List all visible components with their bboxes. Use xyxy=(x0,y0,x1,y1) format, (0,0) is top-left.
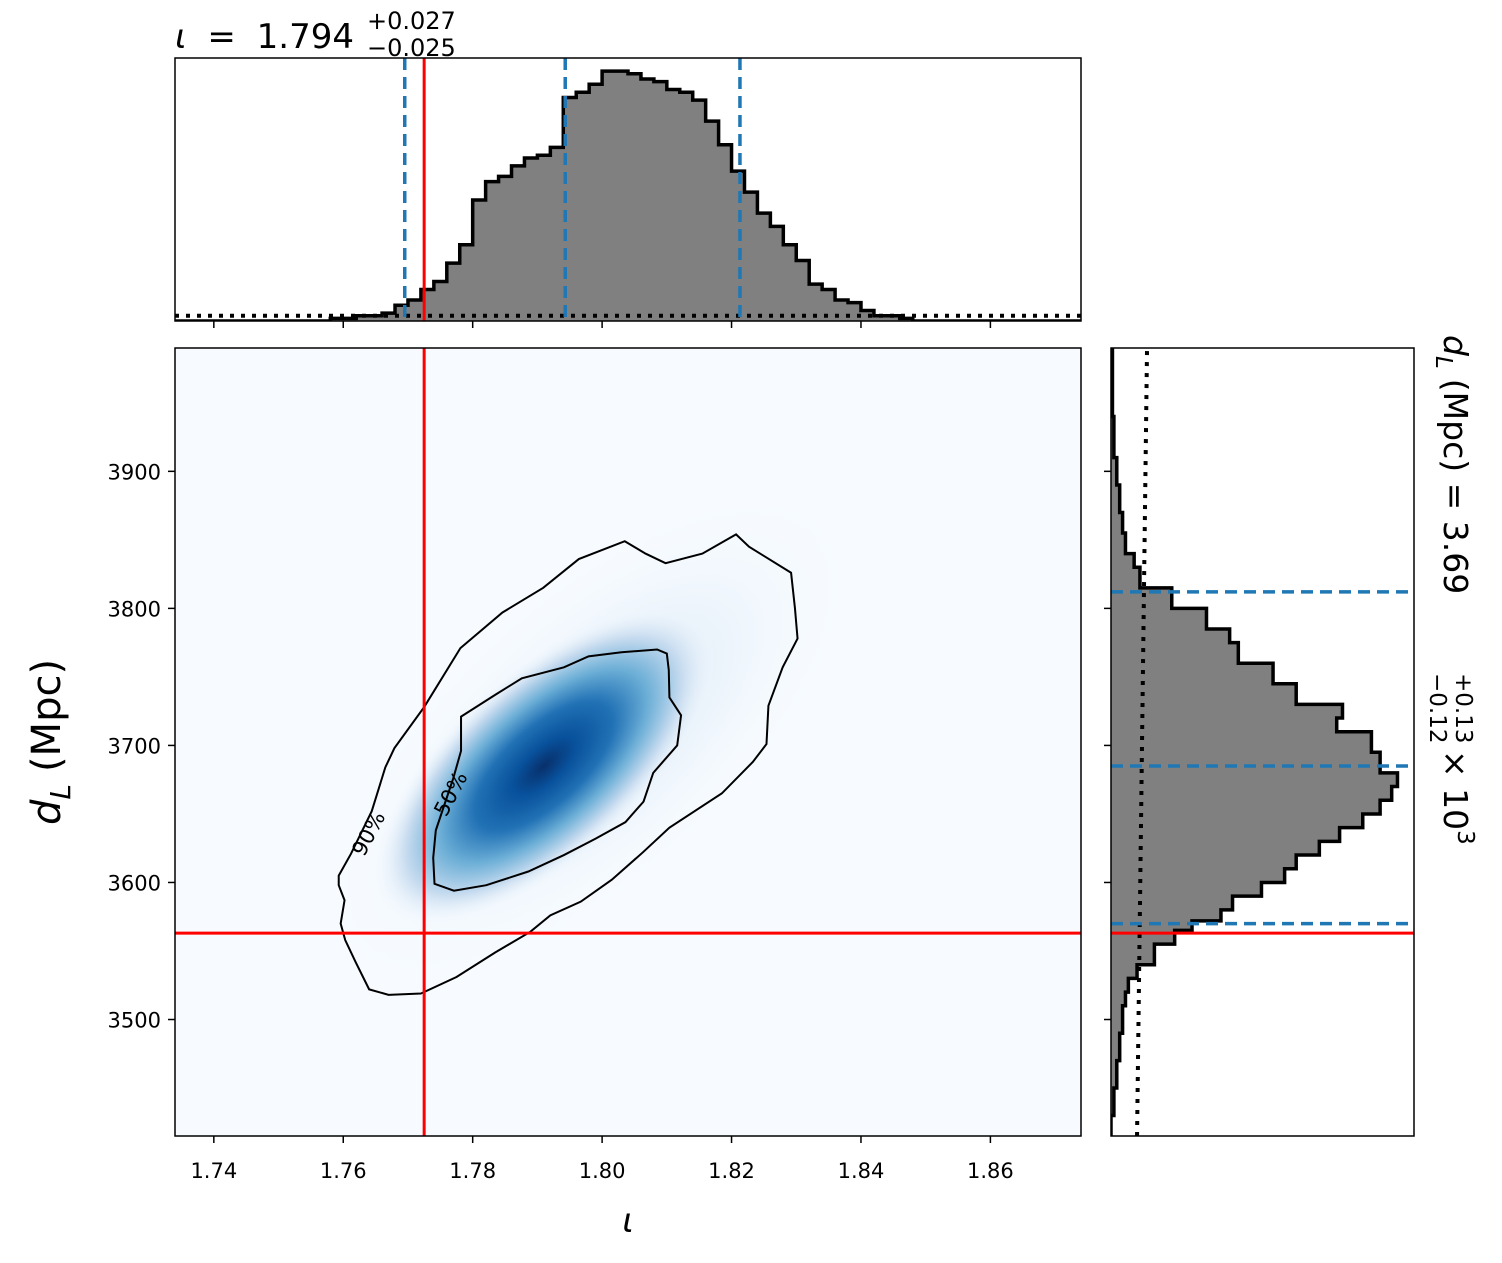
density-core xyxy=(371,605,716,927)
y-tick-label-3: 3800 xyxy=(108,597,161,621)
top-panel-frame xyxy=(174,57,1082,322)
y-axis-label-subscript: L xyxy=(44,784,77,800)
dl-scale-base: × 10 xyxy=(1436,750,1475,830)
right-marginal-panel: dL (Mpc) = 3.69 +0.13 −0.12 × 103 xyxy=(1104,335,1478,1137)
top-marginal-panel: ι = 1.794 +0.027 −0.025 xyxy=(174,7,1082,328)
y-tick-label-2: 3700 xyxy=(108,734,161,758)
dl-symbol: d xyxy=(1436,335,1475,357)
y-axis-label: dL (Mpc) xyxy=(24,659,77,825)
x-tick-label-5: 1.84 xyxy=(838,1159,885,1183)
y-tick-label-1: 3600 xyxy=(108,871,161,895)
x-axis-label: ι xyxy=(622,1201,634,1241)
y-tick-label-0: 3500 xyxy=(108,1009,161,1033)
joint-panel-frame xyxy=(174,347,1082,1137)
dl-minus-error: −0.12 xyxy=(1424,673,1450,743)
right-panel-frame xyxy=(1110,347,1415,1137)
dl-value: (Mpc) = 3.69 xyxy=(1436,379,1475,594)
right-histogram-outline xyxy=(1111,348,1400,1136)
x-tick-label-3: 1.80 xyxy=(579,1159,626,1183)
svg-text:dL(Mpc) = 3.69: dL (Mpc) = 3.69 xyxy=(1430,335,1475,594)
svg-text:dL(Mpc): dL (Mpc) xyxy=(24,659,77,825)
dl-subscript: L xyxy=(1430,356,1456,369)
y-tick-label-4: 3900 xyxy=(108,460,161,484)
top-histogram-outline xyxy=(175,69,1081,321)
y-axis-label-unit: (Mpc) xyxy=(24,659,70,772)
dl-scale: × 103 xyxy=(1436,750,1478,845)
x-tick-label-6: 1.86 xyxy=(967,1159,1014,1183)
x-tick-label-4: 1.82 xyxy=(708,1159,755,1183)
joint-panel: 50%90% 1.74 1.76 1.78 1.80 1.82 1.84 1.8635003… xyxy=(24,347,1082,1241)
contour-50pct xyxy=(432,648,683,892)
dl-scale-exponent: 3 xyxy=(1452,830,1478,845)
top-panel-title: ι = 1.794 xyxy=(175,17,354,57)
right-histogram-fill xyxy=(1111,348,1398,1136)
iota-value: 1.794 xyxy=(257,17,354,57)
x-tick-label-2: 1.78 xyxy=(449,1159,496,1183)
iota-minus-error: −0.025 xyxy=(367,34,456,62)
x-tick-label-0: 1.74 xyxy=(190,1159,237,1183)
dl-plus-error: +0.13 xyxy=(1450,673,1476,743)
top-histogram-fill xyxy=(175,71,1081,321)
contour-90pct xyxy=(337,533,799,996)
right-panel-title: dL (Mpc) = 3.69 +0.13 −0.12 × 103 xyxy=(1424,335,1478,845)
iota-symbol: ι xyxy=(175,17,187,57)
iota-plus-error: +0.027 xyxy=(367,7,456,35)
y-axis-label-symbol: d xyxy=(24,799,70,825)
x-tick-label-1: 1.76 xyxy=(320,1159,367,1183)
iota-equals: = xyxy=(207,17,236,57)
